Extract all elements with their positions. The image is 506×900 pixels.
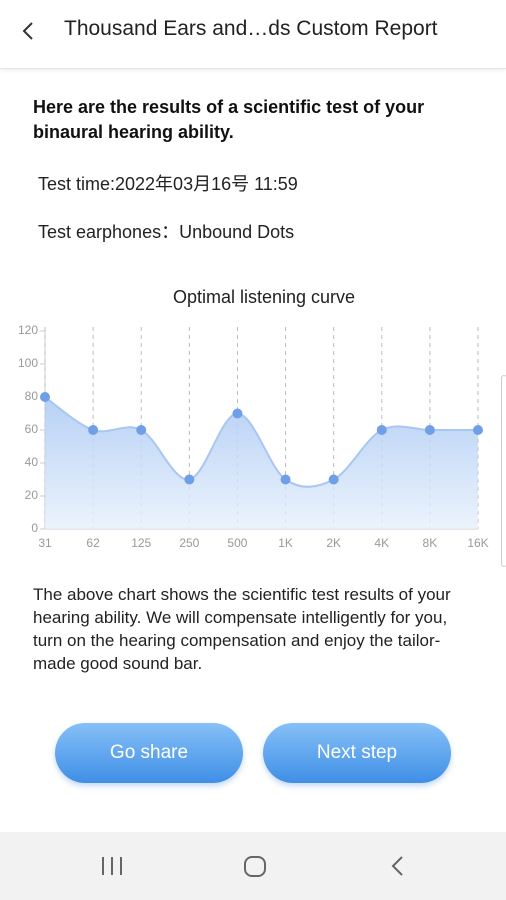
y-tick-label: 40 [25, 455, 39, 469]
data-point [280, 474, 291, 485]
y-tick-label: 60 [25, 422, 39, 436]
data-point [232, 408, 243, 419]
recents-button[interactable] [102, 857, 122, 875]
y-tick-label: 80 [25, 389, 39, 403]
data-point [424, 425, 435, 435]
area [45, 397, 478, 529]
nav-back-button[interactable] [391, 856, 403, 876]
home-button[interactable] [244, 856, 266, 877]
intro-text: Here are the results of a scientific tes… [33, 97, 425, 142]
x-tick-label: 31 [38, 536, 52, 550]
data-point [184, 474, 195, 485]
x-tick-label: 250 [179, 536, 199, 550]
x-tick-label: 62 [86, 536, 100, 550]
x-tick-label: 8K [423, 536, 438, 550]
next-step-button[interactable]: Next step [263, 723, 451, 783]
chart: Optimal listening curve 0 20 40 60 80 100 120 3… [18, 287, 489, 550]
data-point [40, 392, 50, 402]
y-tick-label: 0 [31, 521, 38, 535]
test-earphones: Test earphones：Unbound Dots [38, 222, 295, 242]
data-point [88, 425, 99, 435]
header-title: Thousand Ears and…ds Custom Report [64, 17, 438, 40]
x-tick-label: 125 [131, 536, 151, 550]
go-share-button[interactable]: Go share [55, 723, 243, 783]
x-tick-label: 1K [278, 536, 293, 550]
data-point [328, 474, 339, 485]
header: Thousand Ears and…ds Custom Report [0, 0, 506, 69]
x-tick-label: 16K [467, 536, 488, 550]
data-point [376, 425, 387, 435]
x-tick-label: 500 [227, 536, 247, 550]
data-point [473, 425, 483, 435]
chart-title: Optimal listening curve [173, 287, 355, 307]
y-tick-label: 100 [18, 356, 38, 370]
x-tick-label: 4K [374, 536, 389, 550]
description: The above chart shows the scientific tes… [33, 585, 451, 673]
data-point [136, 425, 147, 435]
line [44, 396, 478, 488]
back-button[interactable] [18, 20, 38, 42]
scroll-indicator [501, 375, 506, 567]
nav-icons [102, 856, 403, 877]
test-time: Test time:2022年03月16号 11:59 [38, 174, 298, 194]
x-tick-label: 2K [326, 536, 341, 550]
y-tick-label: 20 [25, 488, 39, 502]
nav-bar [0, 832, 506, 900]
y-tick-label: 120 [18, 323, 38, 337]
